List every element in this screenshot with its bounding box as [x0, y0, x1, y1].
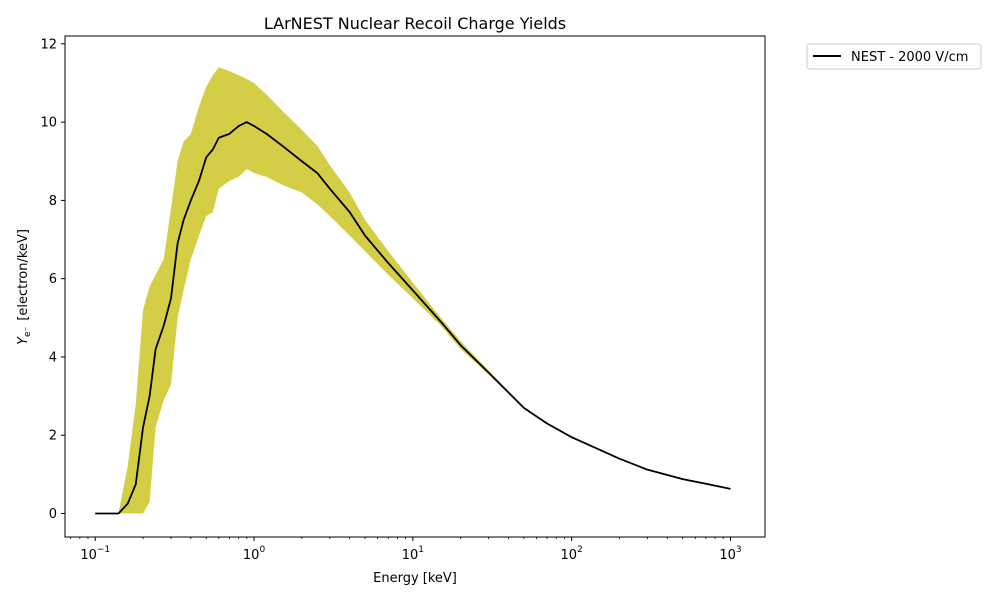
legend: NEST - 2000 V/cm: [806, 43, 982, 70]
x-tick-label: 103: [719, 545, 741, 563]
y-tick-label: 4: [49, 350, 57, 365]
y-axis-ticks: 0 2 4 6 8 10 12: [40, 37, 65, 522]
y-tick-label: 6: [49, 272, 57, 287]
chart-title: LArNEST Nuclear Recoil Charge Yields: [264, 14, 566, 33]
x-tick-label: 10−1: [80, 545, 110, 563]
x-tick-label: 102: [561, 545, 583, 563]
legend-label: NEST - 2000 V/cm: [851, 50, 968, 65]
x-axis-ticks: 10−1 100 101 102 103: [70, 537, 742, 563]
y-axis-label: Ye⁻ [electron/keV]: [16, 229, 33, 345]
y-axis-label-subscript: e⁻: [23, 326, 33, 337]
y-tick-label: 10: [40, 116, 57, 131]
x-tick-label: 101: [402, 545, 424, 563]
y-tick-label: 0: [49, 507, 57, 522]
series-line-1: [95, 121, 731, 515]
y-axis-label-symbol: Y: [16, 336, 31, 345]
y-axis-label-units: [electron/keV]: [16, 229, 31, 321]
x-axis-label: Energy [keV]: [373, 571, 457, 586]
y-tick-label: 8: [49, 194, 57, 209]
x-tick-label: 100: [243, 545, 266, 563]
series-line-layer: [95, 121, 731, 515]
y-tick-label: 12: [40, 37, 57, 52]
y-tick-label: 2: [49, 429, 57, 444]
legend-box: [806, 43, 982, 70]
plot-area-frame: [64, 35, 766, 538]
